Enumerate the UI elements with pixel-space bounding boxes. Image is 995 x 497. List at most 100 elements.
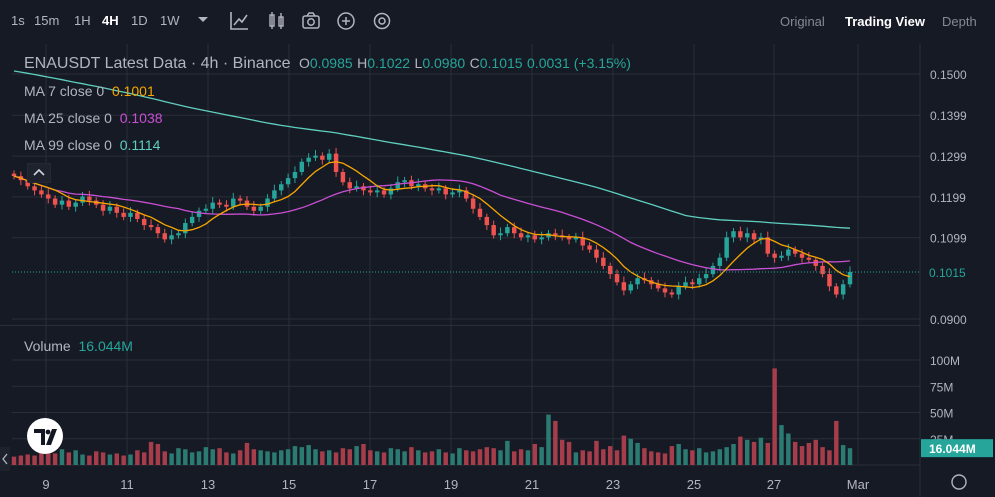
interval-1s[interactable]: 1s <box>11 13 25 28</box>
volume-bar <box>731 444 736 465</box>
chart-toolbar: 1s 15m 1H 4H 1D 1W Original Trading View… <box>0 0 995 44</box>
volume-tick-label: 100M <box>930 354 960 368</box>
ma99-label: MA 99 close 0 <box>24 137 112 153</box>
candle-body <box>141 218 147 226</box>
candle-body <box>217 202 222 205</box>
interval-15m[interactable]: 15m <box>34 13 60 28</box>
volume-bar <box>59 449 65 465</box>
candle-body <box>751 233 757 240</box>
candle-body <box>566 237 572 240</box>
settings-gear-icon <box>951 474 967 490</box>
volume-bar <box>559 439 565 465</box>
ma7-label: MA 7 close 0 <box>24 83 105 99</box>
candle-body <box>717 257 723 266</box>
candle-body <box>251 206 257 211</box>
candle-body <box>210 202 215 209</box>
chevron-down-icon[interactable] <box>197 16 209 24</box>
x-tick-label: 23 <box>606 477 620 492</box>
candle-body <box>847 272 853 285</box>
candle-body <box>73 202 78 207</box>
volume-bar <box>772 368 777 465</box>
volume-bar <box>676 444 681 465</box>
volume-bar <box>176 448 181 465</box>
collapse-legend-button[interactable] <box>27 163 51 183</box>
candle-body <box>827 274 832 287</box>
volume-bar <box>813 439 818 465</box>
tab-depth[interactable]: Depth <box>942 14 977 29</box>
volume-bar <box>792 441 798 465</box>
candle-body <box>52 198 58 205</box>
tradingview-logo-icon <box>27 418 63 454</box>
volume-bar <box>368 450 373 465</box>
candle-body <box>107 206 113 211</box>
tab-original[interactable]: Original <box>780 14 825 29</box>
volume-tick-label: 75M <box>930 380 953 394</box>
candle-body <box>320 155 325 160</box>
last-price-tag <box>921 262 977 283</box>
candle-body <box>285 178 291 185</box>
candle-body <box>203 208 209 211</box>
candles-icon[interactable] <box>267 10 287 32</box>
price-tick-label: 0.0900 <box>930 313 967 327</box>
volume-bar <box>738 436 743 465</box>
volume-bar <box>587 451 592 465</box>
candle-body <box>512 227 517 234</box>
candle-body <box>553 233 558 236</box>
volume-bar <box>169 453 174 465</box>
settings-icon[interactable] <box>372 10 392 32</box>
candle-body <box>224 204 229 207</box>
x-tick-label: 11 <box>120 477 134 492</box>
candle-body <box>258 206 263 211</box>
candle-body <box>724 237 729 258</box>
low-label: L <box>414 55 423 71</box>
volume-bar <box>374 451 380 465</box>
candlestick-chart[interactable]: 9 11 13 15 17 19 21 23 25 27 Mar 0.1500 0.1399 0.1299… <box>0 44 995 497</box>
volume-bar <box>114 453 120 465</box>
volume-bar <box>183 449 188 465</box>
volume-bar <box>272 452 277 465</box>
volume-bar <box>333 452 339 465</box>
x-tick-label: 25 <box>687 477 701 492</box>
ma25-label: MA 25 close 0 <box>24 110 112 126</box>
volume-bar <box>25 454 30 465</box>
candle-body <box>820 265 825 275</box>
volume-bar <box>320 451 325 465</box>
volume-bar <box>354 446 359 465</box>
volume-bar <box>580 450 585 465</box>
volume-bar <box>196 451 202 465</box>
candle-body <box>416 184 421 187</box>
candle-body <box>100 204 106 211</box>
volume-bar <box>361 444 366 465</box>
tab-trading-view[interactable]: Trading View <box>845 14 925 29</box>
volume-bar <box>258 450 263 465</box>
candle-body <box>758 237 764 240</box>
interval-1w[interactable]: 1W <box>160 13 180 28</box>
volume-bar <box>94 451 99 465</box>
volume-bar <box>649 451 654 465</box>
volume-bar <box>525 450 531 465</box>
volume-bar <box>87 455 92 465</box>
volume-bar <box>217 448 222 465</box>
last-volume-tag <box>921 439 993 458</box>
interval-1d[interactable]: 1D <box>131 13 148 28</box>
candle-body <box>621 282 627 291</box>
indicator-icon[interactable] <box>229 10 249 32</box>
add-circle-icon[interactable] <box>336 10 356 32</box>
pane-separator <box>0 325 920 326</box>
camera-icon[interactable] <box>301 10 321 32</box>
candle-body <box>532 235 538 240</box>
candle-body <box>676 286 681 295</box>
candle-body <box>368 190 373 193</box>
candle-body <box>189 216 195 224</box>
volume-bar <box>566 441 572 465</box>
candle-body <box>738 231 743 238</box>
volume-bar <box>46 451 51 465</box>
volume-bar <box>683 449 688 465</box>
volume-bar <box>703 452 709 465</box>
interval-4h[interactable]: 4H <box>102 13 119 28</box>
interval-1h[interactable]: 1H <box>74 13 91 28</box>
volume-bar <box>498 450 503 465</box>
candle-body <box>799 253 805 258</box>
volume-bar <box>779 425 784 465</box>
candle-body <box>840 284 846 295</box>
